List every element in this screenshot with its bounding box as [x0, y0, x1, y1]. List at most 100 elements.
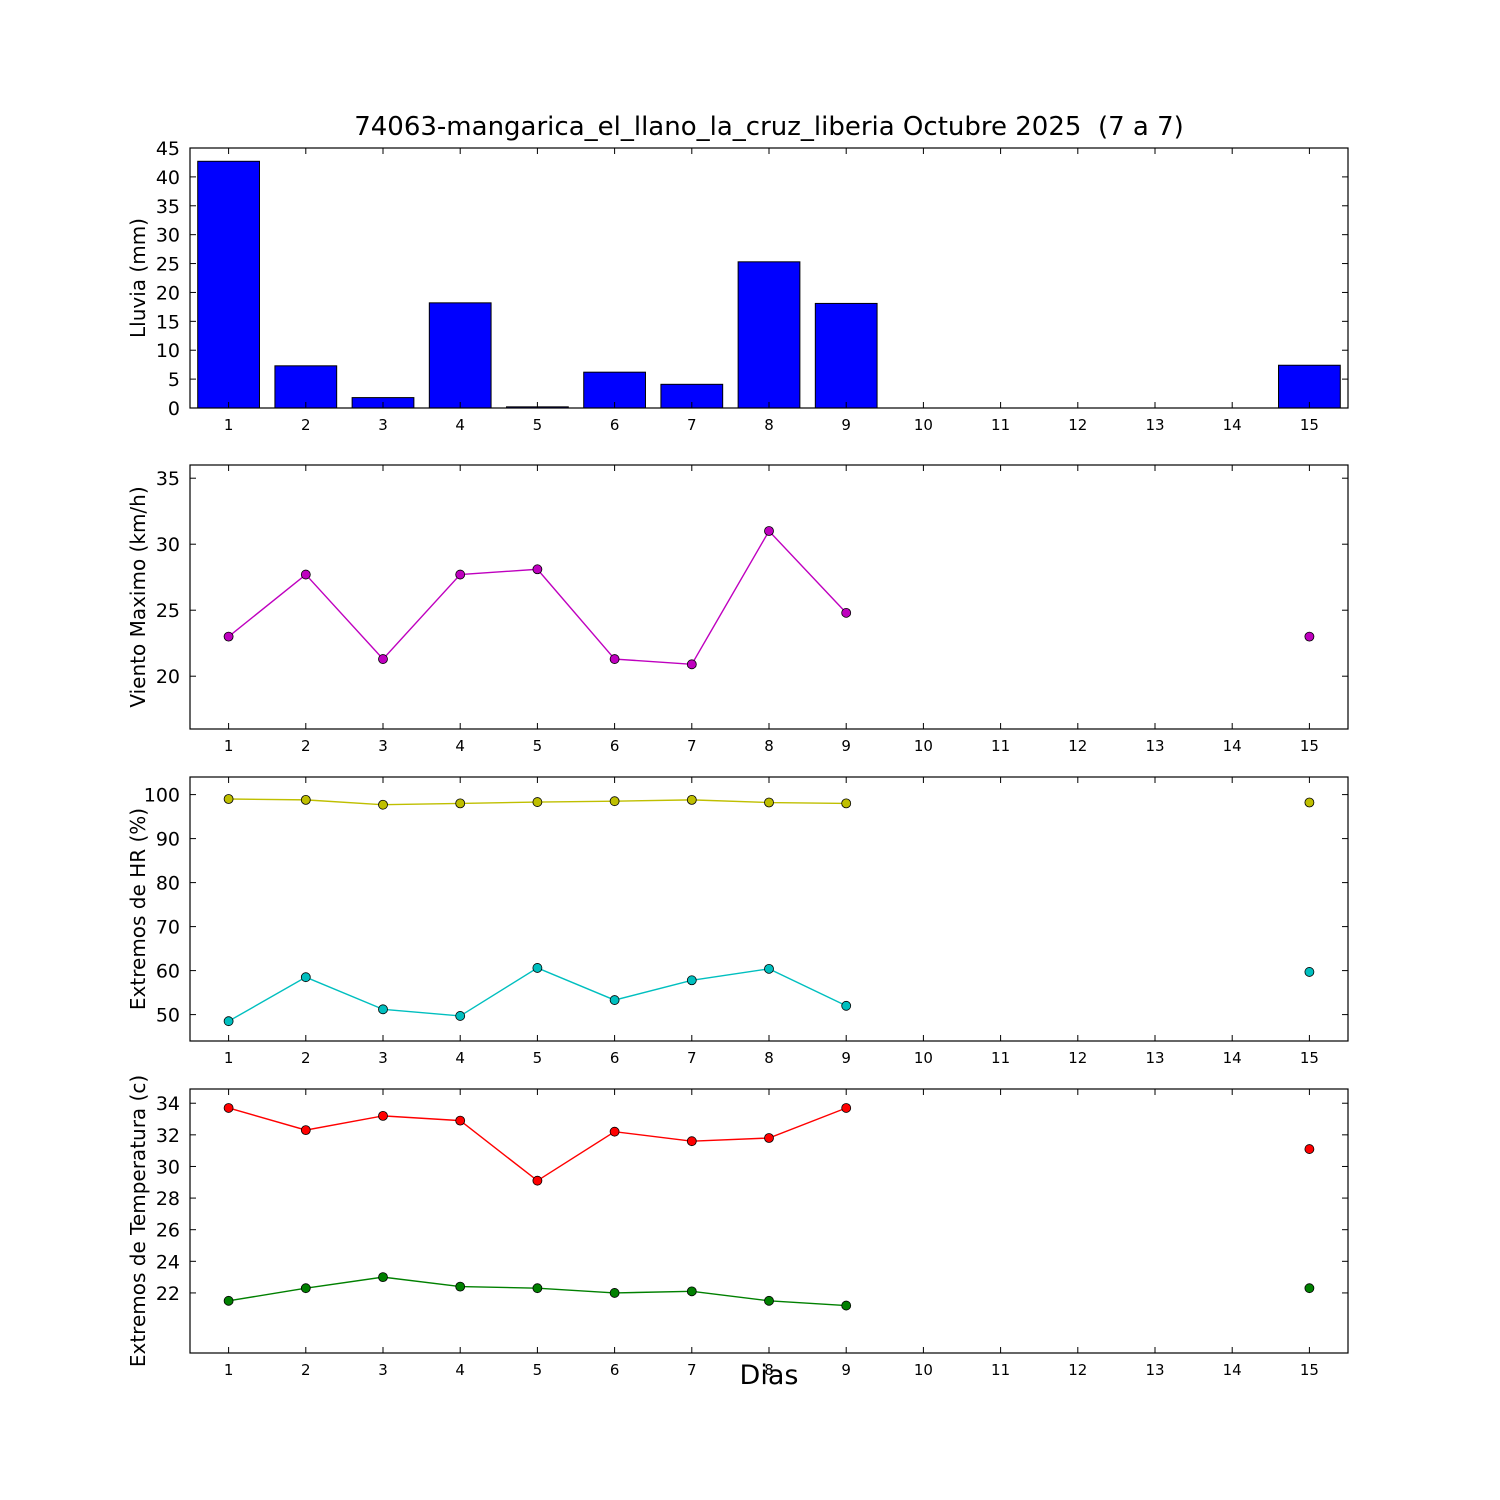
temperatura-minima-marker-day-6 [609, 1288, 620, 1298]
temperatura-minima-marker-day-9 [841, 1300, 852, 1311]
viento-maximo-marker-day-15 [1304, 631, 1315, 642]
hr-maxima-marker-day-1 [223, 794, 234, 804]
y-tick-label: 50 [156, 1005, 180, 1027]
y-tick-label: 20 [156, 282, 180, 304]
x-tick-label: 6 [610, 1361, 620, 1379]
x-tick-label: 4 [455, 416, 465, 434]
x-tick-label: 8 [764, 1049, 774, 1067]
x-tick-label: 15 [1300, 737, 1319, 755]
viento-maximo-marker-day-7 [686, 659, 697, 670]
temperatura-maxima-marker-day-15 [1304, 1144, 1315, 1154]
hr-minima-marker-day-4 [455, 1011, 466, 1021]
rain-bar-day-9 [814, 302, 878, 409]
x-tick-label: 10 [914, 416, 933, 434]
temperatura-minima-marker-day-5 [532, 1283, 543, 1294]
x-tick-label: 14 [1223, 416, 1242, 434]
temperatura-maxima-marker-day-7 [686, 1136, 697, 1147]
x-axis-label: Dias [739, 1360, 799, 1391]
temperatura-minima-marker-day-1 [223, 1295, 234, 1306]
temperatura-minima-marker-day-4 [455, 1281, 466, 1292]
x-tick-label: 2 [301, 1361, 311, 1379]
hr-maxima-marker-day-15 [1304, 797, 1315, 808]
temperatura-maxima-line [228, 1107, 847, 1182]
temperatura-maxima-marker-day-3 [378, 1110, 388, 1121]
hr-minima-marker-day-2 [300, 972, 311, 983]
viento-maximo-marker-day-6 [609, 654, 620, 664]
x-tick-label: 9 [841, 1049, 851, 1067]
x-tick-label: 5 [533, 1049, 543, 1067]
hr-maxima-marker-day-5 [532, 797, 543, 807]
y-tick-label: 25 [156, 254, 180, 276]
x-tick-label: 9 [841, 1361, 851, 1379]
viento-maximo-marker-day-8 [764, 526, 774, 536]
y-tick-label: 10 [156, 340, 180, 362]
hr-minima-marker-day-7 [686, 975, 697, 986]
hr-minima-marker-day-8 [764, 963, 774, 974]
x-tick-label: 7 [687, 1361, 697, 1379]
x-tick-label: 8 [764, 416, 774, 434]
viento-maximo-marker-day-9 [841, 607, 852, 618]
y-tick-label: 34 [156, 1093, 180, 1115]
temperatura-maxima-marker-day-2 [300, 1125, 311, 1136]
temperatura-minima-marker-day-3 [378, 1272, 388, 1283]
y-tick-label: 30 [156, 534, 180, 556]
x-tick-label: 15 [1300, 1049, 1319, 1067]
x-tick-label: 4 [455, 737, 465, 755]
y-tick-label: 35 [156, 468, 180, 490]
x-tick-label: 15 [1300, 1361, 1319, 1379]
temperatura-maxima-marker-day-8 [764, 1133, 774, 1143]
x-tick-label: 10 [914, 737, 933, 755]
x-tick-label: 4 [455, 1049, 465, 1067]
y-tick-label: 22 [156, 1283, 180, 1305]
x-tick-label: 12 [1068, 1049, 1087, 1067]
x-tick-label: 12 [1068, 416, 1087, 434]
figure-title: 74063-mangarica_el_llano_la_cruz_liberia… [354, 112, 1184, 142]
y-tick-label: 60 [156, 961, 180, 983]
y-axis-label-temperatura: Extremos de Temperatura (c) [126, 1074, 150, 1368]
hr-maxima-marker-day-4 [455, 798, 466, 809]
y-axis-label-lluvia: Lluvia (mm) [126, 218, 150, 338]
y-tick-label: 0 [168, 398, 180, 420]
hr-maxima-marker-day-8 [764, 797, 774, 808]
x-tick-label: 11 [991, 1361, 1010, 1379]
y-tick-label: 20 [156, 666, 180, 688]
hr-maxima-marker-day-2 [300, 794, 311, 805]
hr-minima-marker-day-1 [223, 1016, 234, 1027]
x-tick-label: 3 [378, 1049, 388, 1067]
viento-maximo-marker-day-4 [455, 569, 466, 580]
x-tick-label: 6 [610, 737, 620, 755]
hr-minima-marker-day-15 [1304, 967, 1315, 977]
viento-maximo-marker-day-3 [378, 654, 388, 664]
temperatura-maxima-marker-day-4 [455, 1115, 466, 1126]
hr-maxima-marker-day-7 [686, 794, 697, 805]
x-tick-label: 1 [224, 737, 234, 755]
x-tick-label: 1 [224, 1361, 234, 1379]
rain-bar-day-8 [737, 261, 801, 409]
x-tick-label: 2 [301, 416, 311, 434]
rain-bar-day-4 [428, 302, 492, 409]
x-tick-label: 3 [378, 1361, 388, 1379]
y-axis-label-hr: Extremos de HR (%) [126, 807, 150, 1011]
x-tick-label: 12 [1068, 1361, 1087, 1379]
x-tick-label: 13 [1145, 416, 1164, 434]
x-tick-label: 6 [610, 1049, 620, 1067]
hr-minima-line [228, 967, 847, 1022]
x-tick-label: 1 [224, 416, 234, 434]
temperatura-minima-marker-day-7 [686, 1286, 697, 1297]
y-tick-label: 26 [156, 1220, 180, 1242]
temperatura-maxima-marker-day-6 [609, 1126, 620, 1137]
temperatura-maxima-marker-day-5 [532, 1175, 543, 1186]
x-tick-label: 4 [455, 1361, 465, 1379]
temperatura-maxima-marker-day-1 [223, 1103, 234, 1113]
hr-maxima-marker-day-6 [609, 796, 620, 807]
y-tick-label: 30 [156, 1156, 180, 1178]
viento-maximo-marker-day-2 [300, 569, 311, 580]
axes-frame [189, 147, 1349, 409]
x-tick-label: 7 [687, 737, 697, 755]
x-tick-label: 5 [533, 737, 543, 755]
temperatura-minima-marker-day-2 [300, 1283, 311, 1294]
viento-maximo-marker-day-1 [223, 631, 234, 642]
x-tick-label: 3 [378, 416, 388, 434]
